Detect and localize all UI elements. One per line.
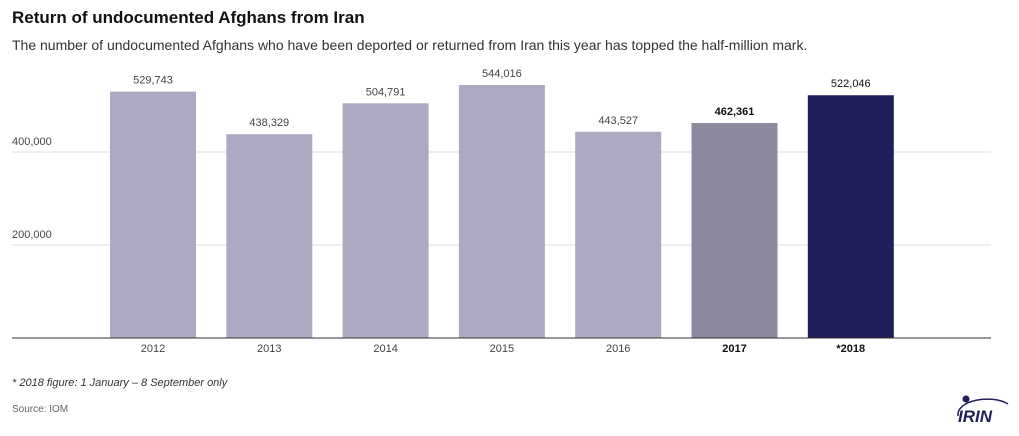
- x-tick-label: 2012: [141, 343, 165, 355]
- chart-title: Return of undocumented Afghans from Iran: [12, 8, 365, 27]
- bar: [691, 123, 778, 338]
- x-tick-label: 2016: [606, 343, 630, 355]
- data-label: 544,016: [482, 68, 522, 80]
- x-tick-label: 2017: [722, 343, 746, 355]
- x-tick-label: 2014: [373, 343, 397, 355]
- source-label: Source: IOM: [12, 404, 69, 415]
- data-label: 438,329: [249, 117, 289, 129]
- bar: [226, 134, 313, 338]
- data-label: 529,743: [133, 75, 173, 87]
- y-tick-label: 200,000: [12, 229, 52, 241]
- chart-subtitle: The number of undocumented Afghans who h…: [12, 37, 808, 53]
- bar: [807, 95, 894, 338]
- data-label: 462,361: [715, 106, 755, 118]
- y-tick-label: 400,000: [12, 136, 52, 148]
- irin-logo: IRIN: [957, 395, 1009, 426]
- bar: [342, 103, 429, 338]
- footnote: * 2018 figure: 1 January – 8 September o…: [12, 377, 228, 389]
- x-tick-label: 2015: [490, 343, 514, 355]
- irin-logo-text: IRIN: [958, 407, 993, 426]
- x-tick-label: 2013: [257, 343, 281, 355]
- bar: [458, 85, 545, 338]
- bar: [110, 91, 196, 339]
- data-label: 504,791: [366, 86, 406, 98]
- x-tick-label: *2018: [836, 343, 865, 355]
- bar: [575, 131, 662, 338]
- data-label: 443,527: [598, 115, 638, 127]
- data-label: 522,046: [831, 78, 871, 90]
